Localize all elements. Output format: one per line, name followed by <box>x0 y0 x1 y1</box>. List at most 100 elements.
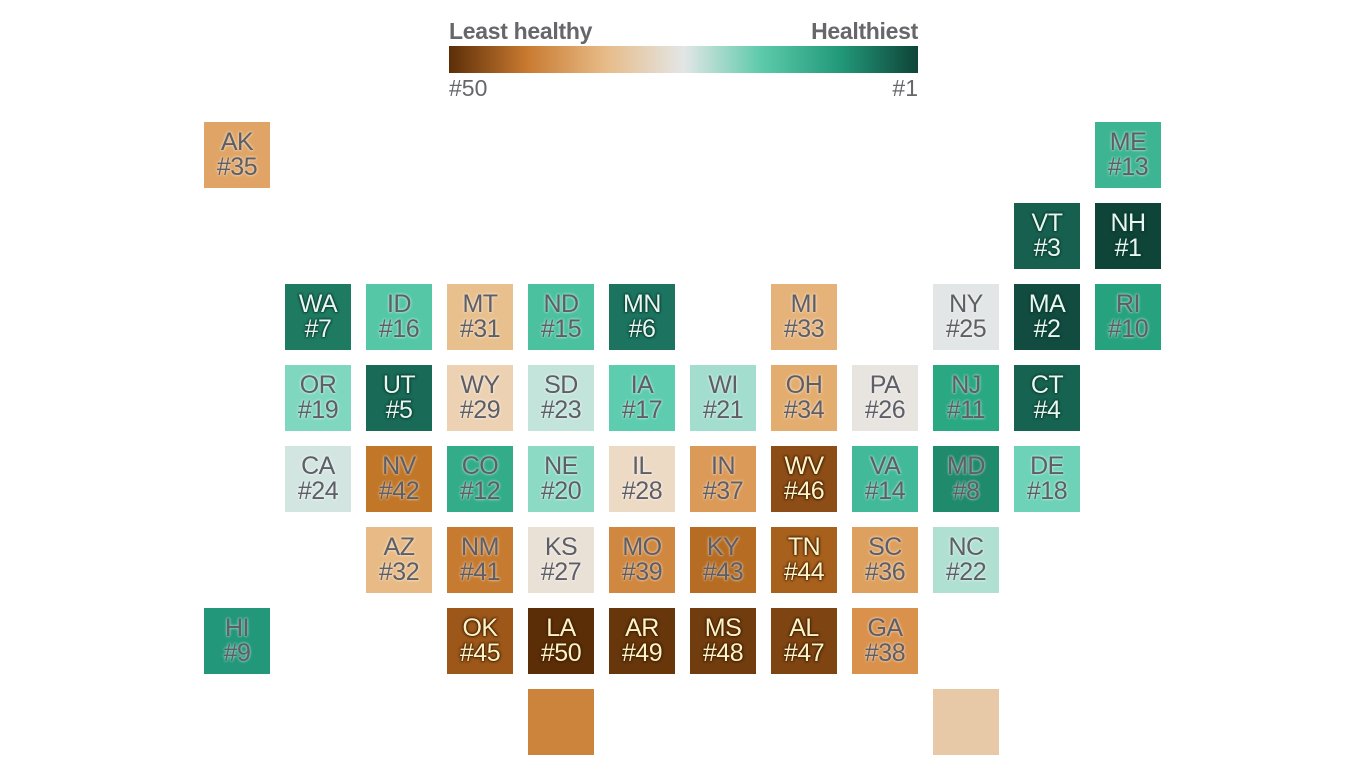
state-rank-label: #21 <box>702 396 744 424</box>
state-rank-label: #36 <box>864 558 906 586</box>
state-tile-al: AL #47 <box>771 608 837 674</box>
state-tile-wv: WV #46 <box>771 446 837 512</box>
state-tile-id: ID #16 <box>366 284 432 350</box>
state-abbr-label: OK <box>462 614 498 642</box>
state-abbr-label: MO <box>622 533 662 561</box>
state-rank-label: #25 <box>945 315 987 343</box>
state-tile-oh: OH #34 <box>771 365 837 431</box>
state-abbr-label: PA <box>869 371 901 399</box>
state-tile-hi: HI #9 <box>204 608 270 674</box>
state-rank-label: #13 <box>1107 153 1149 181</box>
legend-top-labels: Least healthy Healthiest <box>449 16 918 46</box>
state-abbr-label: IN <box>711 452 736 480</box>
state-abbr-label: OR <box>299 371 337 399</box>
state-rank-label: #18 <box>1026 477 1068 505</box>
state-tile-wa: WA #7 <box>285 284 351 350</box>
state-tile-ne: NE #20 <box>528 446 594 512</box>
state-tile-ma: MA #2 <box>1014 284 1080 350</box>
state-rank-label: #31 <box>459 315 501 343</box>
state-abbr-label: ME <box>1109 128 1147 156</box>
state-abbr-label: WY <box>460 371 500 399</box>
state-tile-ga: GA #38 <box>852 608 918 674</box>
state-tile-sc: SC #36 <box>852 527 918 593</box>
state-abbr-label: NH <box>1110 209 1146 237</box>
state-rank-label: #47 <box>783 639 825 667</box>
state-rank-label: #24 <box>297 477 339 505</box>
state-rank-label: #27 <box>540 558 582 586</box>
state-rank-label: #48 <box>702 639 744 667</box>
state-tile-wy: WY #29 <box>447 365 513 431</box>
state-rank-label: #11 <box>946 396 986 424</box>
state-abbr-label: NE <box>544 452 578 480</box>
state-rank-label: #28 <box>621 477 663 505</box>
state-rank-label: #45 <box>459 639 501 667</box>
state-tile-wi: WI #21 <box>690 365 756 431</box>
state-abbr-label: IA <box>630 371 654 399</box>
state-rank-label: #34 <box>783 396 825 424</box>
state-abbr-label: MI <box>790 290 818 318</box>
state-abbr-label: WA <box>298 290 338 318</box>
state-rank-label: #16 <box>378 315 420 343</box>
state-tile-ri: RI #10 <box>1095 284 1161 350</box>
color-legend: Least healthy Healthiest #50 #1 <box>449 16 918 103</box>
state-abbr-label: NM <box>461 533 499 561</box>
state-tile-vt: VT #3 <box>1014 203 1080 269</box>
state-abbr-label: SD <box>544 371 578 399</box>
state-rank-label: #26 <box>864 396 906 424</box>
state-tile-tn: TN #44 <box>771 527 837 593</box>
state-tile-unlabeled <box>933 689 999 755</box>
state-tile-mn: MN #6 <box>609 284 675 350</box>
state-tile-nj: NJ #11 <box>933 365 999 431</box>
state-abbr-label: ID <box>387 290 412 318</box>
state-rank-label: #46 <box>783 477 825 505</box>
state-tile-ct: CT #4 <box>1014 365 1080 431</box>
state-rank-label: #44 <box>783 558 825 586</box>
state-rank-label: #5 <box>385 396 413 424</box>
state-rank-label: #1 <box>1114 234 1142 262</box>
state-rank-label: #42 <box>378 477 420 505</box>
state-rank-label: #41 <box>459 558 501 586</box>
state-rank-label: #43 <box>702 558 744 586</box>
state-rank-label: #20 <box>540 477 582 505</box>
state-rank-label: #33 <box>783 315 825 343</box>
state-rank-label: #6 <box>628 315 656 343</box>
state-rank-label: #9 <box>223 639 251 667</box>
state-rank-label: #29 <box>459 396 501 424</box>
state-tile-ar: AR #49 <box>609 608 675 674</box>
state-abbr-label: NJ <box>951 371 981 399</box>
legend-healthiest-label: Healthiest <box>811 18 918 44</box>
state-tile-ms: MS #48 <box>690 608 756 674</box>
legend-bottom-labels: #50 #1 <box>449 73 918 103</box>
state-abbr-label: WV <box>784 452 824 480</box>
state-tile-pa: PA #26 <box>852 365 918 431</box>
state-abbr-label: NC <box>948 533 984 561</box>
state-abbr-label: CA <box>301 452 335 480</box>
state-rank-label: #39 <box>621 558 663 586</box>
state-tile-ca: CA #24 <box>285 446 351 512</box>
state-tile-sd: SD #23 <box>528 365 594 431</box>
state-tile-il: IL #28 <box>609 446 675 512</box>
state-rank-label: #4 <box>1033 396 1061 424</box>
state-tile-nd: ND #15 <box>528 284 594 350</box>
legend-rank-1-label: #1 <box>892 75 918 101</box>
state-abbr-label: TN <box>787 533 821 561</box>
state-abbr-label: MS <box>704 614 742 642</box>
state-tile-ky: KY #43 <box>690 527 756 593</box>
state-rank-label: #32 <box>378 558 420 586</box>
state-tile-nm: NM #41 <box>447 527 513 593</box>
state-abbr-label: MA <box>1028 290 1066 318</box>
state-tile-mi: MI #33 <box>771 284 837 350</box>
state-abbr-label: AZ <box>383 533 415 561</box>
state-rank-label: #7 <box>304 315 332 343</box>
state-tile-ny: NY #25 <box>933 284 999 350</box>
state-abbr-label: AK <box>220 128 254 156</box>
state-abbr-label: GA <box>867 614 903 642</box>
state-tile-ak: AK #35 <box>204 122 270 188</box>
state-abbr-label: KS <box>544 533 578 561</box>
state-rank-label: #17 <box>621 396 663 424</box>
state-rank-label: #22 <box>945 558 987 586</box>
state-abbr-label: VA <box>869 452 901 480</box>
state-tile-de: DE #18 <box>1014 446 1080 512</box>
state-abbr-label: MN <box>623 290 661 318</box>
